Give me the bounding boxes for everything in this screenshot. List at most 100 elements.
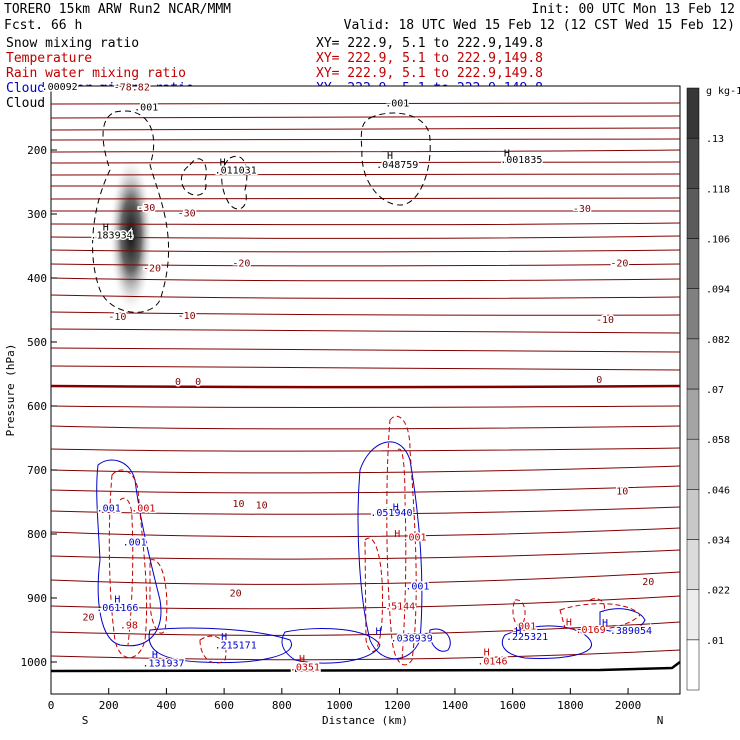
- high-marker: H: [566, 618, 572, 629]
- y-tick-label: 500: [27, 336, 47, 349]
- colorbar-segment: [686, 639, 700, 691]
- colorbar-segment: [686, 539, 700, 590]
- cloud-water-contour-label: .131937: [142, 658, 184, 669]
- rain-water-contour-label: .001: [512, 621, 536, 632]
- temperature-contour-label: -20: [610, 258, 628, 269]
- axes: 0 200 400 600 800 1000 1200 1400 1600 1800 2000200…: [21, 144, 642, 712]
- colorbar-unit: g kg-1: [706, 86, 740, 97]
- colorbar-label: .082: [706, 335, 730, 346]
- y-tick-label: 300: [27, 208, 47, 221]
- colorbar-segment: [686, 188, 700, 239]
- high-marker: H: [504, 148, 510, 159]
- field-legend-name: Temperature: [6, 51, 92, 66]
- high-marker: H: [299, 654, 305, 665]
- colorbar: g kg-1 .01 .022 .034 .046 .058 .07 .082 .094 .10…: [686, 86, 740, 691]
- colorbar-segment: [686, 489, 700, 540]
- snow-contour-label: .001: [134, 102, 158, 113]
- rain-water-contour-label: .98: [120, 621, 138, 632]
- field-legend-xy: XY= 222.9, 5.1 to 222.9,149.8: [316, 51, 543, 66]
- high-marker: H: [221, 632, 227, 643]
- temperature-contour-label: -20: [143, 264, 161, 275]
- colorbar-label: .094: [706, 285, 730, 296]
- colorbar-label: .058: [706, 435, 730, 446]
- colorbar-segment: [686, 589, 700, 641]
- right-endpoint-label: N: [657, 714, 664, 727]
- temperature-contour-label: -78.82: [114, 82, 150, 93]
- temperature-contour-label: 0: [596, 375, 602, 386]
- temperature-contour-label: -30: [178, 209, 196, 220]
- field-legend-xy: XY= 222.9, 5.1 to 222.9,149.8: [316, 36, 543, 51]
- y-axis-title: Pressure (hPa): [4, 344, 17, 437]
- cloud-water-contour-label: .001: [405, 582, 429, 593]
- high-marker: H: [602, 618, 608, 629]
- x-tick-label: 2000: [615, 699, 642, 712]
- cloud-water-contour-label: .001: [97, 504, 121, 515]
- high-marker: H: [114, 594, 120, 605]
- x-tick-label: 1600: [499, 699, 526, 712]
- temperature-contour-label: -30: [573, 204, 591, 215]
- cloud-water-contour-label: .038939: [391, 634, 433, 645]
- high-marker: H: [393, 502, 399, 513]
- temperature-contour-label: 20: [642, 577, 654, 588]
- temperature-contour-label: 10: [233, 499, 245, 510]
- rain-water-contour-label: .5144: [385, 602, 415, 613]
- colorbar-label: .034: [706, 536, 730, 547]
- rain-water-contours: [108, 415, 641, 666]
- colorbar-segment: [686, 338, 700, 390]
- high-marker: H: [484, 648, 490, 659]
- high-marker: H: [387, 151, 393, 162]
- rain-water-contour-label: .0351: [290, 662, 320, 673]
- colorbar-label: .022: [706, 586, 730, 597]
- colorbar-label: .106: [706, 235, 730, 246]
- contour-labels: -78.82 -30 -30 -30 -20 -20 -20 -10 -10 -10 0 0 0 10 10…: [40, 80, 656, 674]
- field-legend-name: Rain water mixing ratio: [6, 66, 186, 81]
- colorbar-segment: [686, 388, 700, 440]
- high-marker: H: [220, 157, 226, 168]
- x-tick-label: 1000: [326, 699, 353, 712]
- x-tick-label: 1400: [442, 699, 469, 712]
- colorbar-segment: [686, 87, 700, 139]
- colorbar-label: .01: [706, 636, 724, 647]
- cloud-water-contour-label: .215171: [215, 641, 257, 652]
- colorbar-label: .07: [706, 385, 724, 396]
- rain-water-contour-label: .0146: [477, 657, 507, 668]
- high-marker: H: [375, 626, 381, 637]
- colorbar-segment: [686, 438, 700, 490]
- colorbar-label: .046: [706, 485, 730, 496]
- model-title: TORERO 15km ARW Run2 NCAR/MMM: [4, 2, 231, 17]
- snow-contour-label: .048759: [376, 160, 418, 171]
- temperature-contour-label: -10: [178, 311, 196, 322]
- cloud-water-contour-label: .225321: [506, 632, 548, 643]
- x-tick-label: 1200: [384, 699, 411, 712]
- temperature-contour-label: -10: [596, 315, 614, 326]
- snow-shading-core: [109, 155, 153, 315]
- rain-water-contour-label: .001: [131, 504, 155, 515]
- rain-water-contour-label: .0169: [576, 625, 606, 636]
- cloud-water-contour-label: .051940: [370, 508, 412, 519]
- left-endpoint-label: S: [82, 714, 89, 727]
- temperature-contour-label: 10: [256, 500, 268, 511]
- temperature-contour-label: 20: [230, 589, 242, 600]
- snow-contour-label: .00092: [42, 82, 78, 93]
- snow-contour-label: .001835: [500, 155, 542, 166]
- y-tick-label: 1000: [21, 656, 48, 669]
- temperature-contour-label: -10: [108, 312, 126, 323]
- x-tick-label: 1800: [557, 699, 584, 712]
- high-marker: H: [515, 626, 521, 637]
- ground-surface-line: [50, 661, 681, 673]
- x-tick-label: 600: [214, 699, 234, 712]
- temperature-contour-label: 20: [82, 612, 94, 623]
- temperature-contour-label: 0: [195, 377, 201, 388]
- colorbar-segment: [686, 238, 700, 289]
- high-marker: H: [152, 650, 158, 661]
- high-marker: H: [103, 223, 109, 234]
- field-legend-name: Snow mixing ratio: [6, 36, 139, 51]
- y-tick-label: 200: [27, 144, 47, 157]
- snow-contour-label: .011031: [215, 166, 257, 177]
- x-tick-label: 0: [48, 699, 55, 712]
- colorbar-label: .13: [706, 134, 724, 145]
- temperature-contour-label: -30: [137, 203, 155, 214]
- x-tick-label: 400: [156, 699, 176, 712]
- y-tick-label: 600: [27, 400, 47, 413]
